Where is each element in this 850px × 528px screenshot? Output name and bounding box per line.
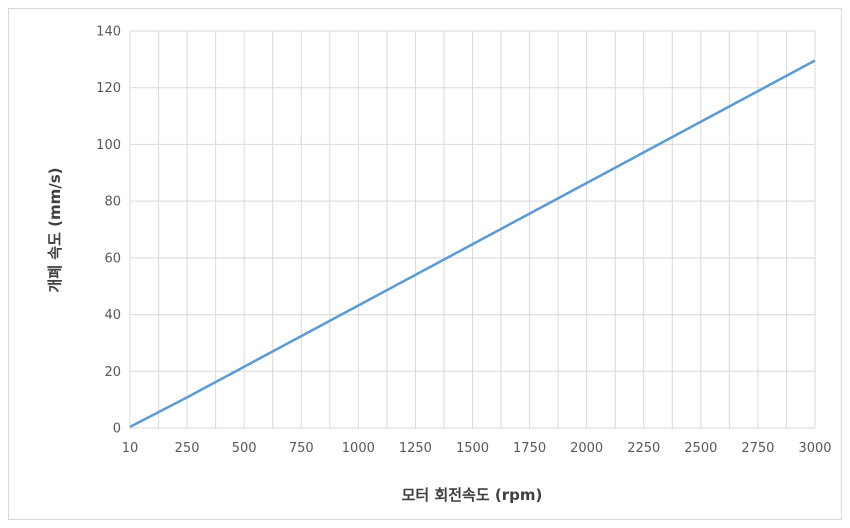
x-tick-label: 500 xyxy=(232,441,257,456)
y-tick-label: 0 xyxy=(113,422,121,437)
gridlines xyxy=(129,30,816,429)
x-tick-label: 3000 xyxy=(798,441,831,456)
y-tick-label: 20 xyxy=(104,365,121,380)
y-tick-label: 40 xyxy=(104,308,121,323)
x-tick-label: 750 xyxy=(289,441,314,456)
x-tick-label: 2750 xyxy=(741,441,774,456)
x-tick-label: 2250 xyxy=(627,441,660,456)
y-tick-label: 100 xyxy=(96,138,121,153)
series-group xyxy=(129,59,816,428)
x-tick-label: 2000 xyxy=(570,441,603,456)
x-tick-label: 1750 xyxy=(513,441,546,456)
y-tick-label: 140 xyxy=(96,25,121,40)
x-tick-label: 2500 xyxy=(684,441,717,456)
x-tick-label: 10 xyxy=(122,441,139,456)
y-tick-label: 80 xyxy=(104,195,121,210)
x-axis-ticks: 10 250 500 750 1000 1250 1500 1750 2000 2250 2500 2… xyxy=(122,441,832,456)
x-tick-label: 1250 xyxy=(399,441,432,456)
x-tick-label: 1500 xyxy=(456,441,489,456)
chart-frame xyxy=(8,8,842,520)
x-axis-title: 모터 회전속도 (rpm) xyxy=(402,486,543,504)
y-axis-title: 개폐 속도 (mm/s) xyxy=(46,167,64,292)
x-tick-label: 1000 xyxy=(342,441,375,456)
series-line xyxy=(129,59,816,428)
y-tick-label: 60 xyxy=(104,251,121,266)
y-tick-label: 120 xyxy=(96,81,121,96)
y-axis-ticks: 0 20 40 60 80 100 120 140 xyxy=(96,25,121,437)
x-tick-label: 250 xyxy=(175,441,200,456)
